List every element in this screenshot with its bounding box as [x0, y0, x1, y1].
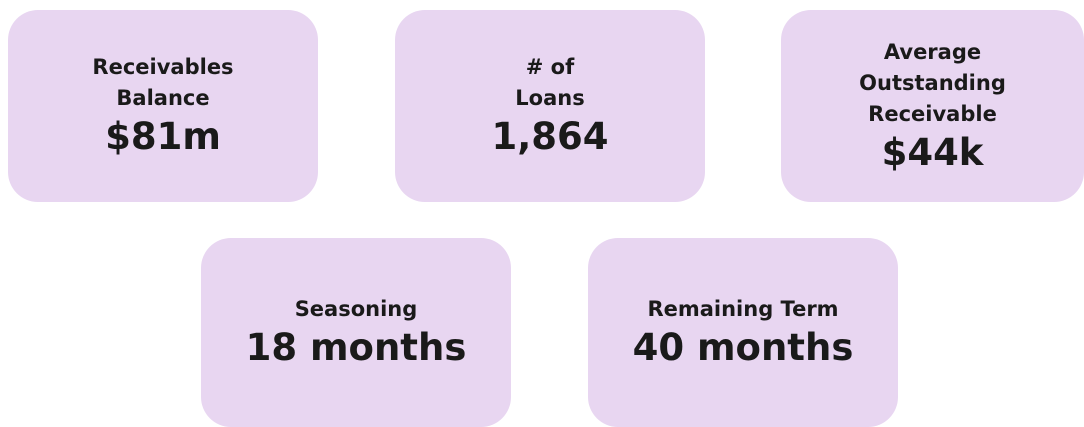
kpi-label: Outstanding — [859, 70, 1006, 95]
kpi-label: # of — [525, 55, 575, 79]
kpi-label: Balance — [116, 86, 210, 110]
kpi-value: 18 months — [245, 326, 467, 369]
kpi-card: Receivables Balance $81m — [8, 10, 318, 202]
kpi-label: Remaining Term — [647, 297, 839, 321]
kpi-card: Average Outstanding Receivable $44k — [781, 10, 1084, 202]
kpi-value: 40 months — [632, 326, 854, 369]
kpi-card: Seasoning 18 months — [201, 238, 511, 427]
kpi-label: Seasoning — [294, 297, 418, 321]
kpi-card: Remaining Term 40 months — [588, 238, 898, 427]
kpi-label: Average — [883, 39, 982, 64]
kpi-card: # of Loans 1,864 — [395, 10, 705, 202]
kpi-label: Loans — [515, 86, 585, 110]
kpi-label: Receivables — [92, 55, 234, 79]
kpi-value: $81m — [105, 115, 221, 158]
kpi-value: 1,864 — [491, 115, 609, 158]
kpi-label: Receivable — [868, 101, 997, 126]
kpi-value: $44k — [881, 130, 984, 174]
